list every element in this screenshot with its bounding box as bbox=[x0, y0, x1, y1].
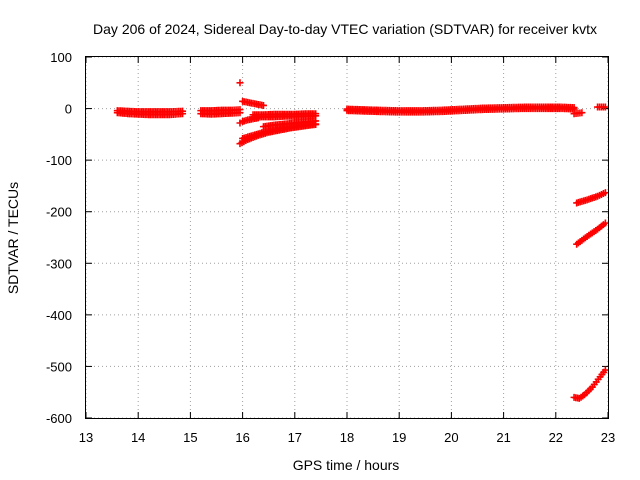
data-point bbox=[236, 79, 244, 87]
data-series bbox=[239, 120, 320, 142]
x-tick-label: 19 bbox=[392, 430, 406, 445]
data-point bbox=[179, 107, 187, 115]
x-tick-label: 22 bbox=[549, 430, 563, 445]
data-series bbox=[113, 107, 187, 116]
data-point bbox=[236, 106, 244, 114]
data-points bbox=[113, 79, 609, 402]
y-axis-label: SDTVAR / TECUs bbox=[5, 182, 21, 294]
data-point bbox=[259, 101, 267, 109]
data-series bbox=[249, 112, 320, 121]
data-point bbox=[601, 189, 609, 197]
data-series bbox=[570, 366, 609, 402]
x-tick-label: 15 bbox=[183, 430, 197, 445]
data-series bbox=[570, 109, 586, 118]
x-tick-label: 20 bbox=[444, 430, 458, 445]
data-series bbox=[236, 79, 244, 87]
data-point bbox=[578, 109, 586, 117]
y-tick-label: -100 bbox=[46, 153, 72, 168]
data-point bbox=[601, 103, 609, 111]
data-series bbox=[573, 219, 609, 248]
data-series bbox=[594, 103, 609, 111]
x-tick-label: 17 bbox=[288, 430, 302, 445]
y-tick-label: 0 bbox=[65, 102, 72, 117]
plot-frame bbox=[85, 56, 609, 419]
y-tick-label: -200 bbox=[46, 205, 72, 220]
x-axis-label: GPS time / hours bbox=[293, 457, 400, 473]
data-series bbox=[343, 103, 578, 115]
y-tick-label: -300 bbox=[46, 256, 72, 271]
y-tick-label: -600 bbox=[46, 411, 72, 426]
data-series bbox=[197, 106, 244, 115]
y-tick-label: 100 bbox=[50, 50, 72, 65]
x-tick-label: 13 bbox=[79, 430, 93, 445]
data-point bbox=[570, 104, 578, 112]
x-tick-label: 14 bbox=[131, 430, 145, 445]
tick-labels: 13 14 15 16 17 18 19 20 21 22 23 100 0 -100 -200 -300 -4… bbox=[46, 50, 615, 445]
y-tick-label: -400 bbox=[46, 308, 72, 323]
data-series bbox=[239, 97, 267, 109]
data-series bbox=[573, 189, 609, 207]
x-tick-label: 18 bbox=[340, 430, 354, 445]
data-point bbox=[312, 120, 320, 128]
data-point bbox=[601, 366, 609, 374]
x-tick-label: 16 bbox=[235, 430, 249, 445]
x-tick-label: 21 bbox=[496, 430, 510, 445]
data-point bbox=[601, 219, 609, 227]
y-tick-label: -500 bbox=[46, 359, 72, 374]
x-tick-label: 23 bbox=[601, 430, 615, 445]
chart-title: Day 206 of 2024, Sidereal Day-to-day VTE… bbox=[93, 21, 597, 37]
